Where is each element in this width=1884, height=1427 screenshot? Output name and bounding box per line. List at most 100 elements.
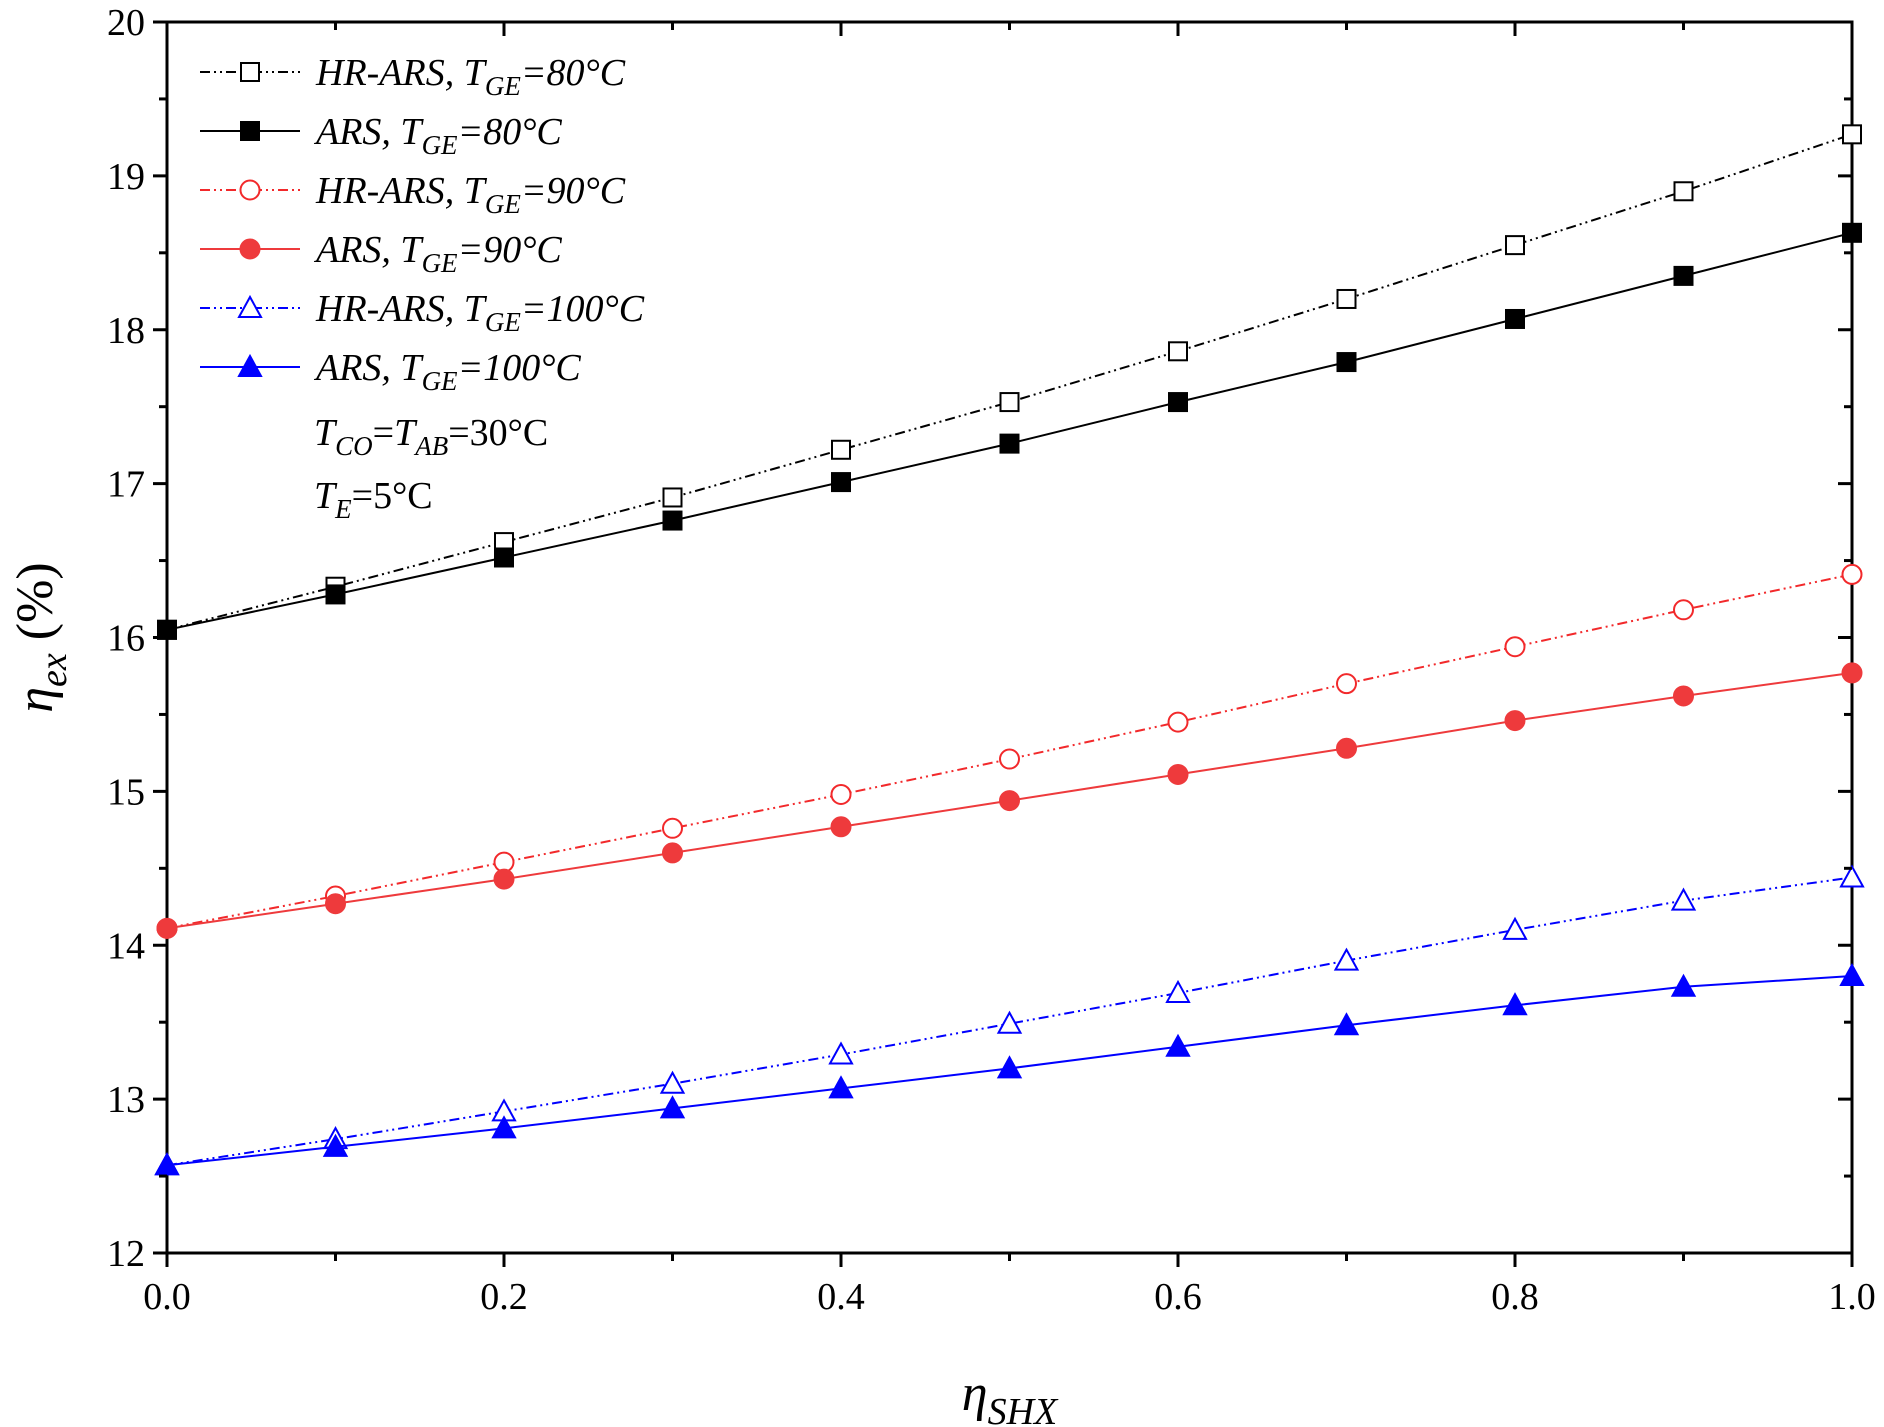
- y-tick-label: 13: [107, 1079, 145, 1121]
- x-tick-label: 0.6: [1154, 1276, 1202, 1318]
- data-point: [659, 1070, 686, 1094]
- data-point: [1502, 992, 1528, 1016]
- data-point: [1670, 887, 1697, 911]
- data-point: [662, 817, 683, 839]
- data-point: [156, 917, 178, 939]
- data-point: [1839, 864, 1865, 888]
- data-point: [1336, 288, 1357, 309]
- data-point: [494, 547, 514, 568]
- data-point: [1841, 563, 1863, 585]
- annotation-text: TE=5°C: [314, 475, 433, 524]
- legend-label: ARS, TGE=80°C: [313, 111, 562, 160]
- data-point: [828, 1075, 854, 1099]
- legend-marker: [237, 294, 263, 318]
- legend-marker: [237, 353, 263, 377]
- legend-item: HR-ARS, TGE=90°C: [200, 170, 626, 219]
- data-point: [1165, 979, 1191, 1003]
- data-point: [1670, 973, 1697, 997]
- x-tick-label: 0.8: [1491, 1276, 1539, 1318]
- legend-item: HR-ARS, TGE=80°C: [200, 52, 626, 101]
- y-tick-label: 15: [107, 771, 145, 813]
- y-tick-label: 20: [107, 2, 145, 44]
- data-point: [830, 783, 852, 805]
- annotation-text: TCO=TAB=30°C: [314, 412, 548, 461]
- data-point: [659, 1095, 686, 1119]
- x-axis-title: ηSHX: [962, 1365, 1059, 1427]
- data-point: [828, 1041, 854, 1065]
- data-point: [996, 1055, 1023, 1079]
- data-point: [1505, 235, 1525, 256]
- y-tick-label: 12: [107, 1233, 145, 1275]
- series-3: [156, 662, 1863, 939]
- y-tick-label: 18: [107, 310, 145, 352]
- series-layer: [154, 124, 1865, 1176]
- legend-item: ARS, TGE=90°C: [200, 229, 562, 278]
- y-axis-title: ηex (%): [7, 562, 75, 712]
- data-point: [1167, 763, 1189, 785]
- series-line: [166, 876, 1853, 1167]
- legend-marker: [240, 121, 260, 141]
- legend-marker: [239, 238, 261, 260]
- data-point: [1168, 341, 1188, 362]
- series-4: [154, 864, 1865, 1176]
- data-point: [1167, 711, 1189, 733]
- data-point: [1168, 392, 1188, 413]
- data-point: [1673, 265, 1694, 286]
- data-point: [999, 748, 1020, 770]
- data-point: [1333, 947, 1360, 971]
- data-point: [1336, 352, 1357, 373]
- data-point: [1842, 222, 1862, 243]
- series-2: [156, 563, 1863, 939]
- series-5: [154, 962, 1865, 1176]
- x-tick-label: 0.2: [480, 1276, 528, 1318]
- y-tick-label: 14: [107, 925, 145, 967]
- data-point: [1673, 181, 1694, 202]
- annotations: TCO=TAB=30°C TE=5°C: [314, 412, 548, 524]
- legend-item: HR-ARS, TGE=100°C: [200, 288, 645, 337]
- data-point: [999, 433, 1020, 454]
- legend-label: HR-ARS, TGE=100°C: [315, 288, 645, 337]
- data-point: [1504, 636, 1526, 658]
- y-tick-label: 19: [107, 156, 145, 198]
- data-point: [1842, 124, 1862, 145]
- data-point: [1165, 1033, 1191, 1057]
- data-point: [325, 584, 346, 605]
- data-point: [830, 816, 852, 838]
- data-point: [1336, 673, 1357, 695]
- data-point: [831, 439, 851, 460]
- legend: HR-ARS, TGE=80°C ARS, TGE=80°C HR-ARS, TGE…: [200, 52, 645, 396]
- legend-label: HR-ARS, TGE=80°C: [315, 52, 626, 101]
- data-point: [491, 1115, 517, 1139]
- data-point: [1505, 308, 1525, 329]
- data-point: [154, 1152, 180, 1176]
- x-tick-label: 0.0: [143, 1276, 191, 1318]
- legend-item: ARS, TGE=80°C: [200, 111, 562, 160]
- axes-layer: 0.0 0.2 0.4 0.6 0.8 1.0 12 13 14 15 16 17 18 19 20 ηSHX…: [7, 2, 1876, 1427]
- data-point: [1841, 662, 1863, 684]
- data-point: [662, 510, 683, 531]
- data-point: [831, 472, 851, 493]
- legend-marker: [239, 179, 261, 201]
- data-point: [322, 1133, 349, 1157]
- x-tick-label: 0.4: [817, 1276, 865, 1318]
- legend-label: HR-ARS, TGE=90°C: [315, 170, 626, 219]
- data-point: [493, 868, 515, 890]
- data-point: [662, 842, 683, 864]
- data-point: [662, 487, 683, 508]
- y-tick-label: 17: [107, 464, 145, 506]
- data-point: [999, 392, 1020, 413]
- data-point: [999, 790, 1020, 812]
- legend-marker: [240, 62, 260, 82]
- data-point: [1336, 737, 1357, 759]
- legend-item: ARS, TGE=100°C: [200, 347, 581, 396]
- legend-label: ARS, TGE=100°C: [313, 347, 581, 396]
- data-point: [1502, 916, 1528, 940]
- data-point: [996, 1010, 1023, 1034]
- series-1: [157, 222, 1862, 640]
- x-tick-label: 1.0: [1828, 1276, 1876, 1318]
- legend-label: ARS, TGE=90°C: [313, 229, 562, 278]
- data-point: [1673, 685, 1694, 707]
- data-point: [1333, 1012, 1360, 1036]
- data-point: [325, 893, 346, 915]
